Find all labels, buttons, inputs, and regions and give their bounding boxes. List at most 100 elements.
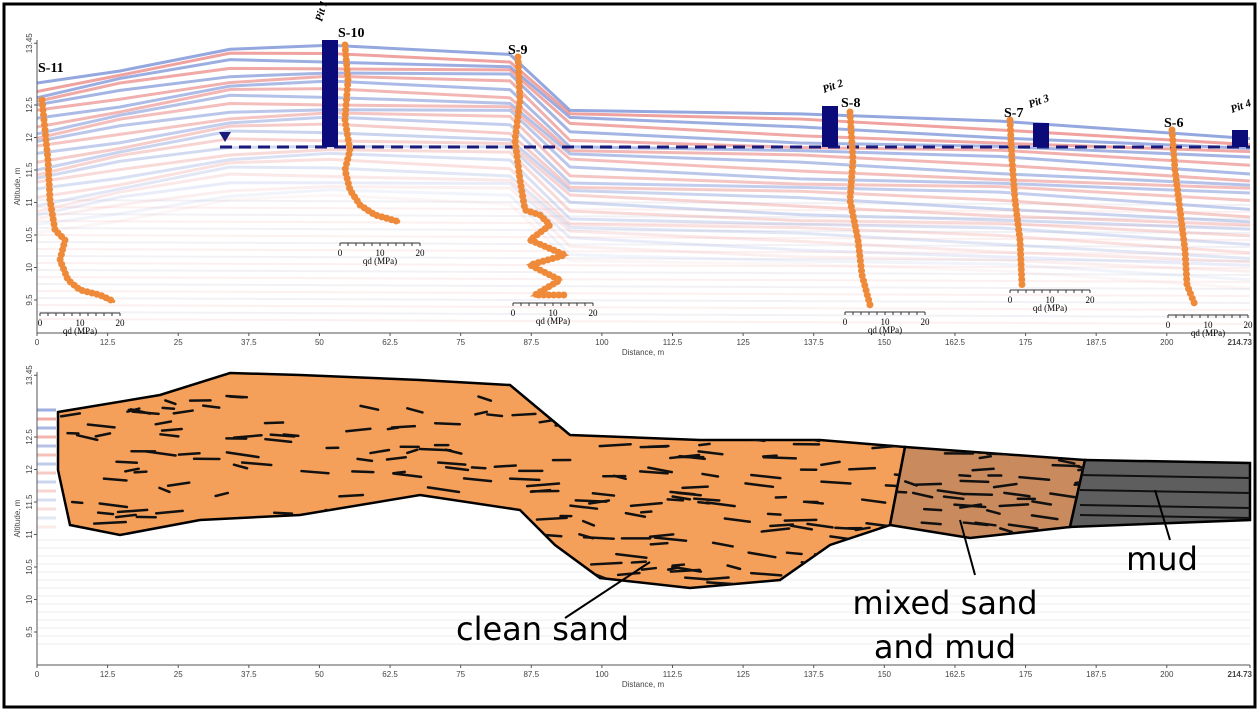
bedding-line [624, 511, 647, 518]
bedding-line [201, 404, 221, 409]
reflector-faint [37, 206, 1250, 213]
bedding-line [1074, 478, 1085, 485]
scale-tick-label: 0 [1008, 295, 1013, 305]
bedding-line [581, 519, 596, 527]
bedding-line [683, 576, 710, 581]
bedding-line [102, 477, 128, 482]
reflector [37, 129, 1250, 224]
bedding-line [164, 399, 177, 406]
bedding-line [978, 455, 993, 460]
bedding-line [426, 486, 461, 494]
bedding-line [474, 410, 489, 416]
bedding-line [232, 434, 263, 439]
bedding-line [1057, 458, 1076, 465]
scale-label: qd (MPa) [536, 316, 570, 326]
reflector [37, 108, 1250, 195]
bedding-line [958, 474, 972, 478]
reflector-faint [37, 297, 1250, 304]
bedding-line [639, 510, 653, 514]
x-tick-label: 200 [1160, 670, 1174, 679]
bedding-line [272, 511, 294, 515]
bedding-line [444, 465, 470, 472]
bedding-line [161, 406, 176, 411]
bedding-line [854, 526, 871, 532]
bedding-line [159, 433, 180, 438]
bedding-line [616, 571, 641, 577]
bedding-line [470, 466, 487, 470]
bedding-line [942, 495, 965, 501]
scale-tick-label: 20 [921, 317, 931, 327]
scale-tick-label: 20 [116, 318, 126, 328]
bedding-line [589, 561, 623, 566]
x-tick-label: 175 [1019, 670, 1033, 679]
bedding-line [98, 502, 129, 509]
bedding-line [653, 536, 688, 542]
bedding-line [785, 551, 803, 556]
scale-tick-label: 10 [549, 308, 559, 318]
reflector-faint [37, 255, 1250, 262]
bedding-line [1003, 491, 1031, 498]
profile-label: S-11 [38, 61, 64, 76]
x-tick-label: 162.5 [945, 670, 966, 679]
mud-bed [1079, 474, 1250, 479]
reflector [37, 74, 1250, 167]
bedding-line [386, 426, 400, 431]
bedding-line [1030, 514, 1059, 521]
bedding-line [985, 509, 1001, 515]
scale-tick-label: 20 [1244, 320, 1254, 330]
bedding-line [462, 477, 493, 483]
bedding-line [264, 437, 293, 444]
reflector [37, 66, 1250, 154]
scale-tick-label: 10 [376, 248, 386, 258]
bedding-line [953, 503, 987, 509]
bedding-line [591, 491, 616, 497]
bedding-line [114, 513, 137, 519]
bedding-line [369, 448, 391, 455]
y-tick-label: 10.5 [25, 227, 34, 243]
profile-label: S-8 [841, 96, 860, 111]
reflector [37, 122, 1250, 219]
mud-beds [1079, 474, 1250, 519]
reflector-faint [37, 311, 1250, 318]
x-tick-label: 62.5 [382, 338, 398, 347]
bedding-line [999, 527, 1014, 534]
bedding-line [1007, 523, 1039, 530]
x-tick-label: 175 [1019, 338, 1033, 347]
water-table-symbol [219, 132, 231, 142]
bedding-line [338, 493, 365, 498]
bedding-line [225, 451, 260, 459]
x-tick-label: 75 [456, 670, 465, 679]
reflector-faint [37, 290, 1250, 297]
scale-tick-label: 0 [338, 248, 343, 258]
x-tick-label: 37.5 [241, 338, 257, 347]
bedding-line [701, 472, 720, 478]
reflector [37, 151, 1250, 247]
bedding-line [263, 421, 285, 425]
bedding-line [671, 495, 692, 501]
bedding-line [493, 464, 518, 469]
reflector [37, 43, 1250, 141]
cpt-profile-core [513, 56, 570, 297]
bedding-line [911, 491, 934, 499]
x-tick-label: 150 [878, 670, 892, 679]
reflector [37, 181, 1250, 267]
y-tick-label: 11.5 [25, 162, 34, 178]
bedding-line [406, 448, 419, 455]
y-tick-label: 12.5 [25, 429, 34, 445]
bedding-line [437, 461, 467, 466]
x-tick-label: 112.5 [663, 338, 683, 347]
bedding-line [666, 498, 685, 502]
bedding-line [538, 418, 556, 424]
x-tick-label: 125 [736, 670, 750, 679]
bedding-line [647, 444, 670, 448]
bedding-line [893, 473, 905, 479]
x-tick-label: 0 [35, 670, 40, 679]
bedding-line [392, 472, 423, 479]
bedding-line [406, 407, 424, 414]
bedding-line [747, 551, 777, 559]
y-tick-label: 9.5 [25, 626, 34, 638]
bedding-line [847, 466, 877, 471]
bedding-line [1049, 492, 1083, 500]
bedding-line [669, 568, 701, 573]
bedding-line [698, 442, 711, 447]
